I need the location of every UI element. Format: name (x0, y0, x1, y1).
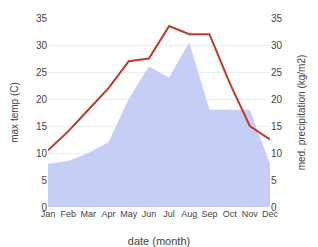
svg-text:Mar: Mar (81, 209, 97, 219)
svg-text:Dec: Dec (262, 209, 279, 219)
svg-text:Feb: Feb (60, 209, 76, 219)
svg-text:Sep: Sep (201, 209, 217, 219)
svg-text:med. precipitation (kg/m2): med. precipitation (kg/m2) (296, 55, 307, 171)
svg-text:25: 25 (36, 67, 48, 78)
svg-text:Oct: Oct (223, 209, 238, 219)
svg-text:date (month): date (month) (128, 235, 190, 247)
svg-text:May: May (120, 209, 138, 219)
svg-text:Aug: Aug (181, 209, 197, 219)
svg-text:35: 35 (271, 13, 283, 24)
svg-text:35: 35 (36, 13, 48, 24)
svg-text:25: 25 (271, 67, 283, 78)
svg-text:Jul: Jul (163, 209, 175, 219)
svg-text:20: 20 (271, 94, 283, 105)
svg-text:5: 5 (41, 175, 47, 186)
svg-text:10: 10 (36, 148, 48, 159)
svg-text:Jan: Jan (41, 209, 56, 219)
svg-text:15: 15 (36, 121, 48, 132)
svg-text:Jun: Jun (142, 209, 157, 219)
svg-text:30: 30 (271, 40, 283, 51)
svg-text:0: 0 (271, 202, 277, 213)
svg-text:15: 15 (271, 121, 283, 132)
svg-text:10: 10 (271, 148, 283, 159)
svg-text:20: 20 (36, 94, 48, 105)
svg-text:0: 0 (41, 202, 47, 213)
svg-text:30: 30 (36, 40, 48, 51)
svg-text:Apr: Apr (102, 209, 116, 219)
svg-text:max temp (C): max temp (C) (9, 82, 20, 143)
svg-text:5: 5 (271, 175, 277, 186)
svg-text:Nov: Nov (242, 209, 259, 219)
